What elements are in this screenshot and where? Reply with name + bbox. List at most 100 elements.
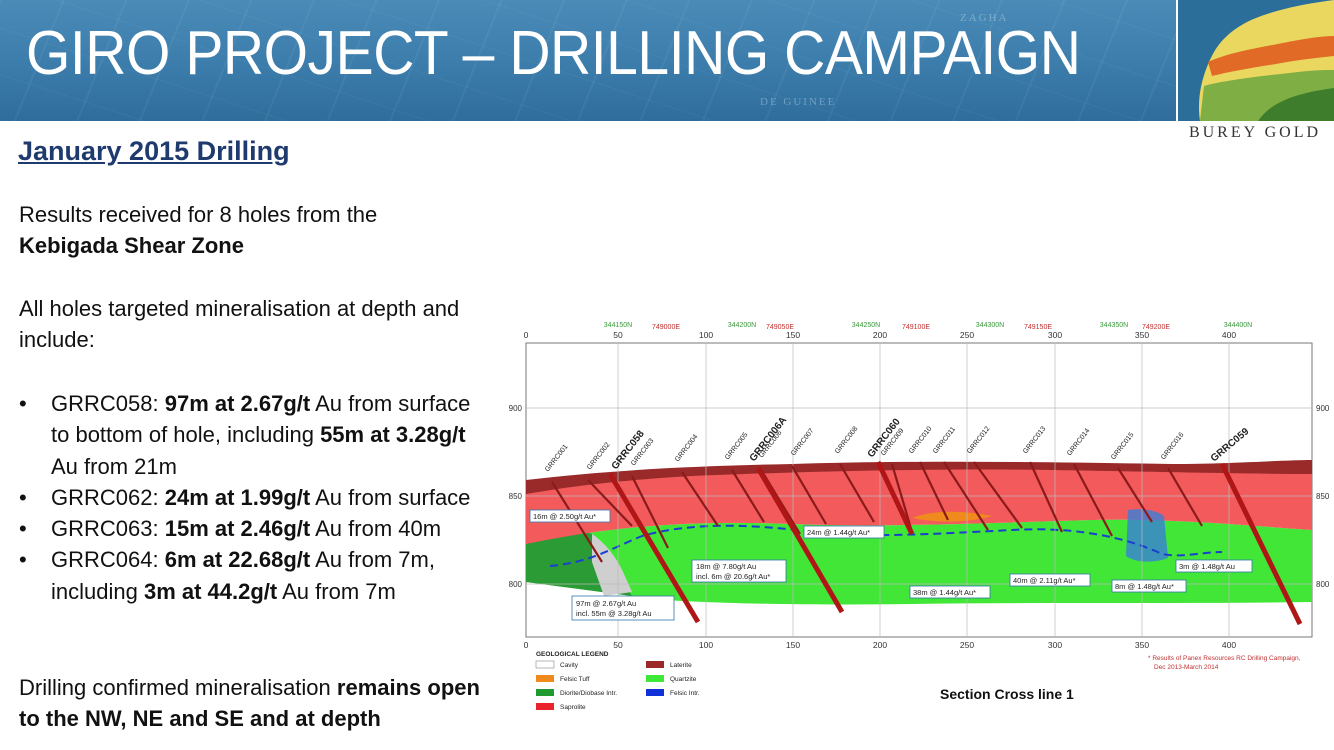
scale-tick: 0 [524,640,529,650]
intercept-text: Au from surface to bottom of hole, inclu… [51,391,471,448]
cross-section-figure: GRRC001 GRRC002 GRRC003 GRRC004 GRRC005 … [509,322,1330,711]
intercept-bold: 15m at 2.46g/t [164,516,311,542]
scale-tick: 350 [1135,640,1149,650]
scale-tick: 300 [1048,640,1062,650]
scale-tick: 400 [1222,330,1236,340]
footnote-line: Dec 2013-March 2014 [1154,664,1219,671]
legend-label: Quartzite [670,676,697,683]
northing-label: 344150N [604,322,632,329]
elevation-label: 800 [509,580,523,589]
scale-tick: 250 [960,640,974,650]
elevation-labels: 900 850 800 900 850 800 [509,404,1330,589]
intercept-text: Au from 7m [277,578,396,604]
zone-name: Kebigada Shear Zone [19,233,244,258]
results-list: GRRC058: 97m at 2.67g/t Au from surface … [19,388,489,607]
easting-label: 749150E [1024,324,1052,331]
hole-id: GRRC064: [51,547,165,573]
scale-tick: 150 [786,640,800,650]
bottom-scale: 0 50 100 150 200 250 300 350 400 [524,640,1237,650]
intercept-label: 16m @ 2.50g/t Au* [533,512,596,521]
list-item: GRRC058: 97m at 2.67g/t Au from surface … [19,388,489,482]
intercept-label: 40m @ 2.11g/t Au* [1013,576,1076,585]
intercept-label: 8m @ 1.48g/t Au* [1115,582,1174,591]
scale-tick: 350 [1135,330,1149,340]
scale-tick: 100 [699,330,713,340]
conclusion-bold: remains open to the NW, NE and SE and at… [19,675,480,731]
scale-tick: 50 [613,330,623,340]
mineral-envelope [549,524,1223,567]
legend-label: Saprolite [560,704,586,711]
elevation-label: 850 [509,492,523,501]
eastings: 749000E 749050E 749100E 749150E 749200E [652,324,1170,331]
intro-line: Results received for 8 holes from the [19,202,378,227]
figure-caption: Section Cross line 1 [940,686,1074,702]
scale-tick: 400 [1222,640,1236,650]
easting-label: 749000E [652,324,680,331]
legend-title: GEOLOGICAL LEGEND [536,651,609,658]
intercept-label: incl. 6m @ 20.6g/t Au* [696,572,770,581]
intercept-label: 24m @ 1.44g/t Au* [807,528,870,537]
top-scale: 0 50 100 150 200 250 300 350 400 [524,330,1237,340]
northing-label: 344300N [976,322,1004,329]
intercept-bold: 3m at 44.2g/t [143,578,278,604]
conclusion-text: Drilling confirmed mineralisation remain… [19,672,489,734]
felsic-tuff [912,511,992,522]
legend-label: Cavity [560,662,579,669]
page-title: GIRO PROJECT – DRILLING CAMPAIGN [26,19,1081,88]
saprolite-zone [526,464,1312,544]
cavity-zone [592,534,632,596]
northing-label: 344350N [1100,322,1128,329]
easting-label: 749100E [902,324,930,331]
intercept-text: Au from 21m [51,453,177,479]
map-texture: DE GUINEE [760,96,837,108]
elevation-label: 850 [1316,492,1330,501]
conclusion-plain: Drilling confirmed mineralisation [19,675,337,700]
legend-label: Diorite/Diobase Intr. [560,690,617,697]
intercept-text: Au from surface [310,484,471,510]
northings: 344150N 344200N 344250N 344300N 344350N … [604,322,1252,329]
brand-name: BUREY GOLD [1188,124,1322,141]
footnote: * Results of Panex Resources RC Drilling… [1148,655,1301,671]
laterite-zone [526,460,1312,494]
hole-id: GRRC063: [51,516,165,542]
new-drill-holes [607,460,1303,626]
intercept-labels: 16m @ 2.50g/t Au* 97m @ 2.67g/t Au incl.… [529,509,1253,621]
scale-tick: 100 [699,640,713,650]
legend-label: Laterite [670,662,692,669]
northing-label: 344250N [852,322,880,329]
elevation-label: 800 [1316,580,1330,589]
intercept-bold: 6m at 22.68g/t [164,547,311,573]
intercept-label: 3m @ 1.48g/t Au [1179,562,1235,571]
legend-label: Felsic Tuff [560,676,590,683]
company-logo [1178,0,1334,121]
scale-tick: 200 [873,330,887,340]
drill-traces [551,461,1203,563]
northing-label: 344400N [1224,322,1252,329]
easting-label: 749200E [1142,324,1170,331]
northing-label: 344200N [728,322,756,329]
felsic-intrusion [1126,509,1168,562]
elevation-label: 900 [1316,404,1330,413]
hole-id: GRRC062: [51,484,165,510]
intercept-bold: 24m at 1.99g/t [164,484,311,510]
hole-id: GRRC058: [51,391,165,416]
scale-tick: 250 [960,330,974,340]
list-item: GRRC064: 6m at 22.68g/t Au from 7m, incl… [19,544,489,607]
scale-tick: 50 [613,640,623,650]
intercept-bold: 55m at 3.28g/t [320,422,466,448]
intercept-label: 97m @ 2.67g/t Au [576,599,636,608]
footnote-line: * Results of Panex Resources RC Drilling… [1148,655,1301,662]
intercept-bold: 97m at 2.67g/t [164,391,311,416]
scale-tick: 0 [524,330,529,340]
intercept-text: Au from 40m [310,516,442,542]
intercept-label: incl. 55m @ 3.28g/t Au [576,609,652,618]
intercept-label: 18m @ 7.80g/t Au [696,562,756,571]
intercept-text: Au from 7m, including [51,547,435,604]
scale-tick: 300 [1048,330,1062,340]
map-texture: ZAGHA [960,12,1009,24]
header-banner: DE GUINEE ZAGHA GIRO PROJECT – DRILLING … [0,0,1176,121]
intercept-label: 38m @ 1.44g/t Au* [913,588,976,597]
list-item: GRRC062: 24m at 1.99g/t Au from surface [19,482,489,514]
list-item: GRRC063: 15m at 2.46g/t Au from 40m [19,513,489,545]
section-heading: January 2015 Drilling [18,136,290,166]
